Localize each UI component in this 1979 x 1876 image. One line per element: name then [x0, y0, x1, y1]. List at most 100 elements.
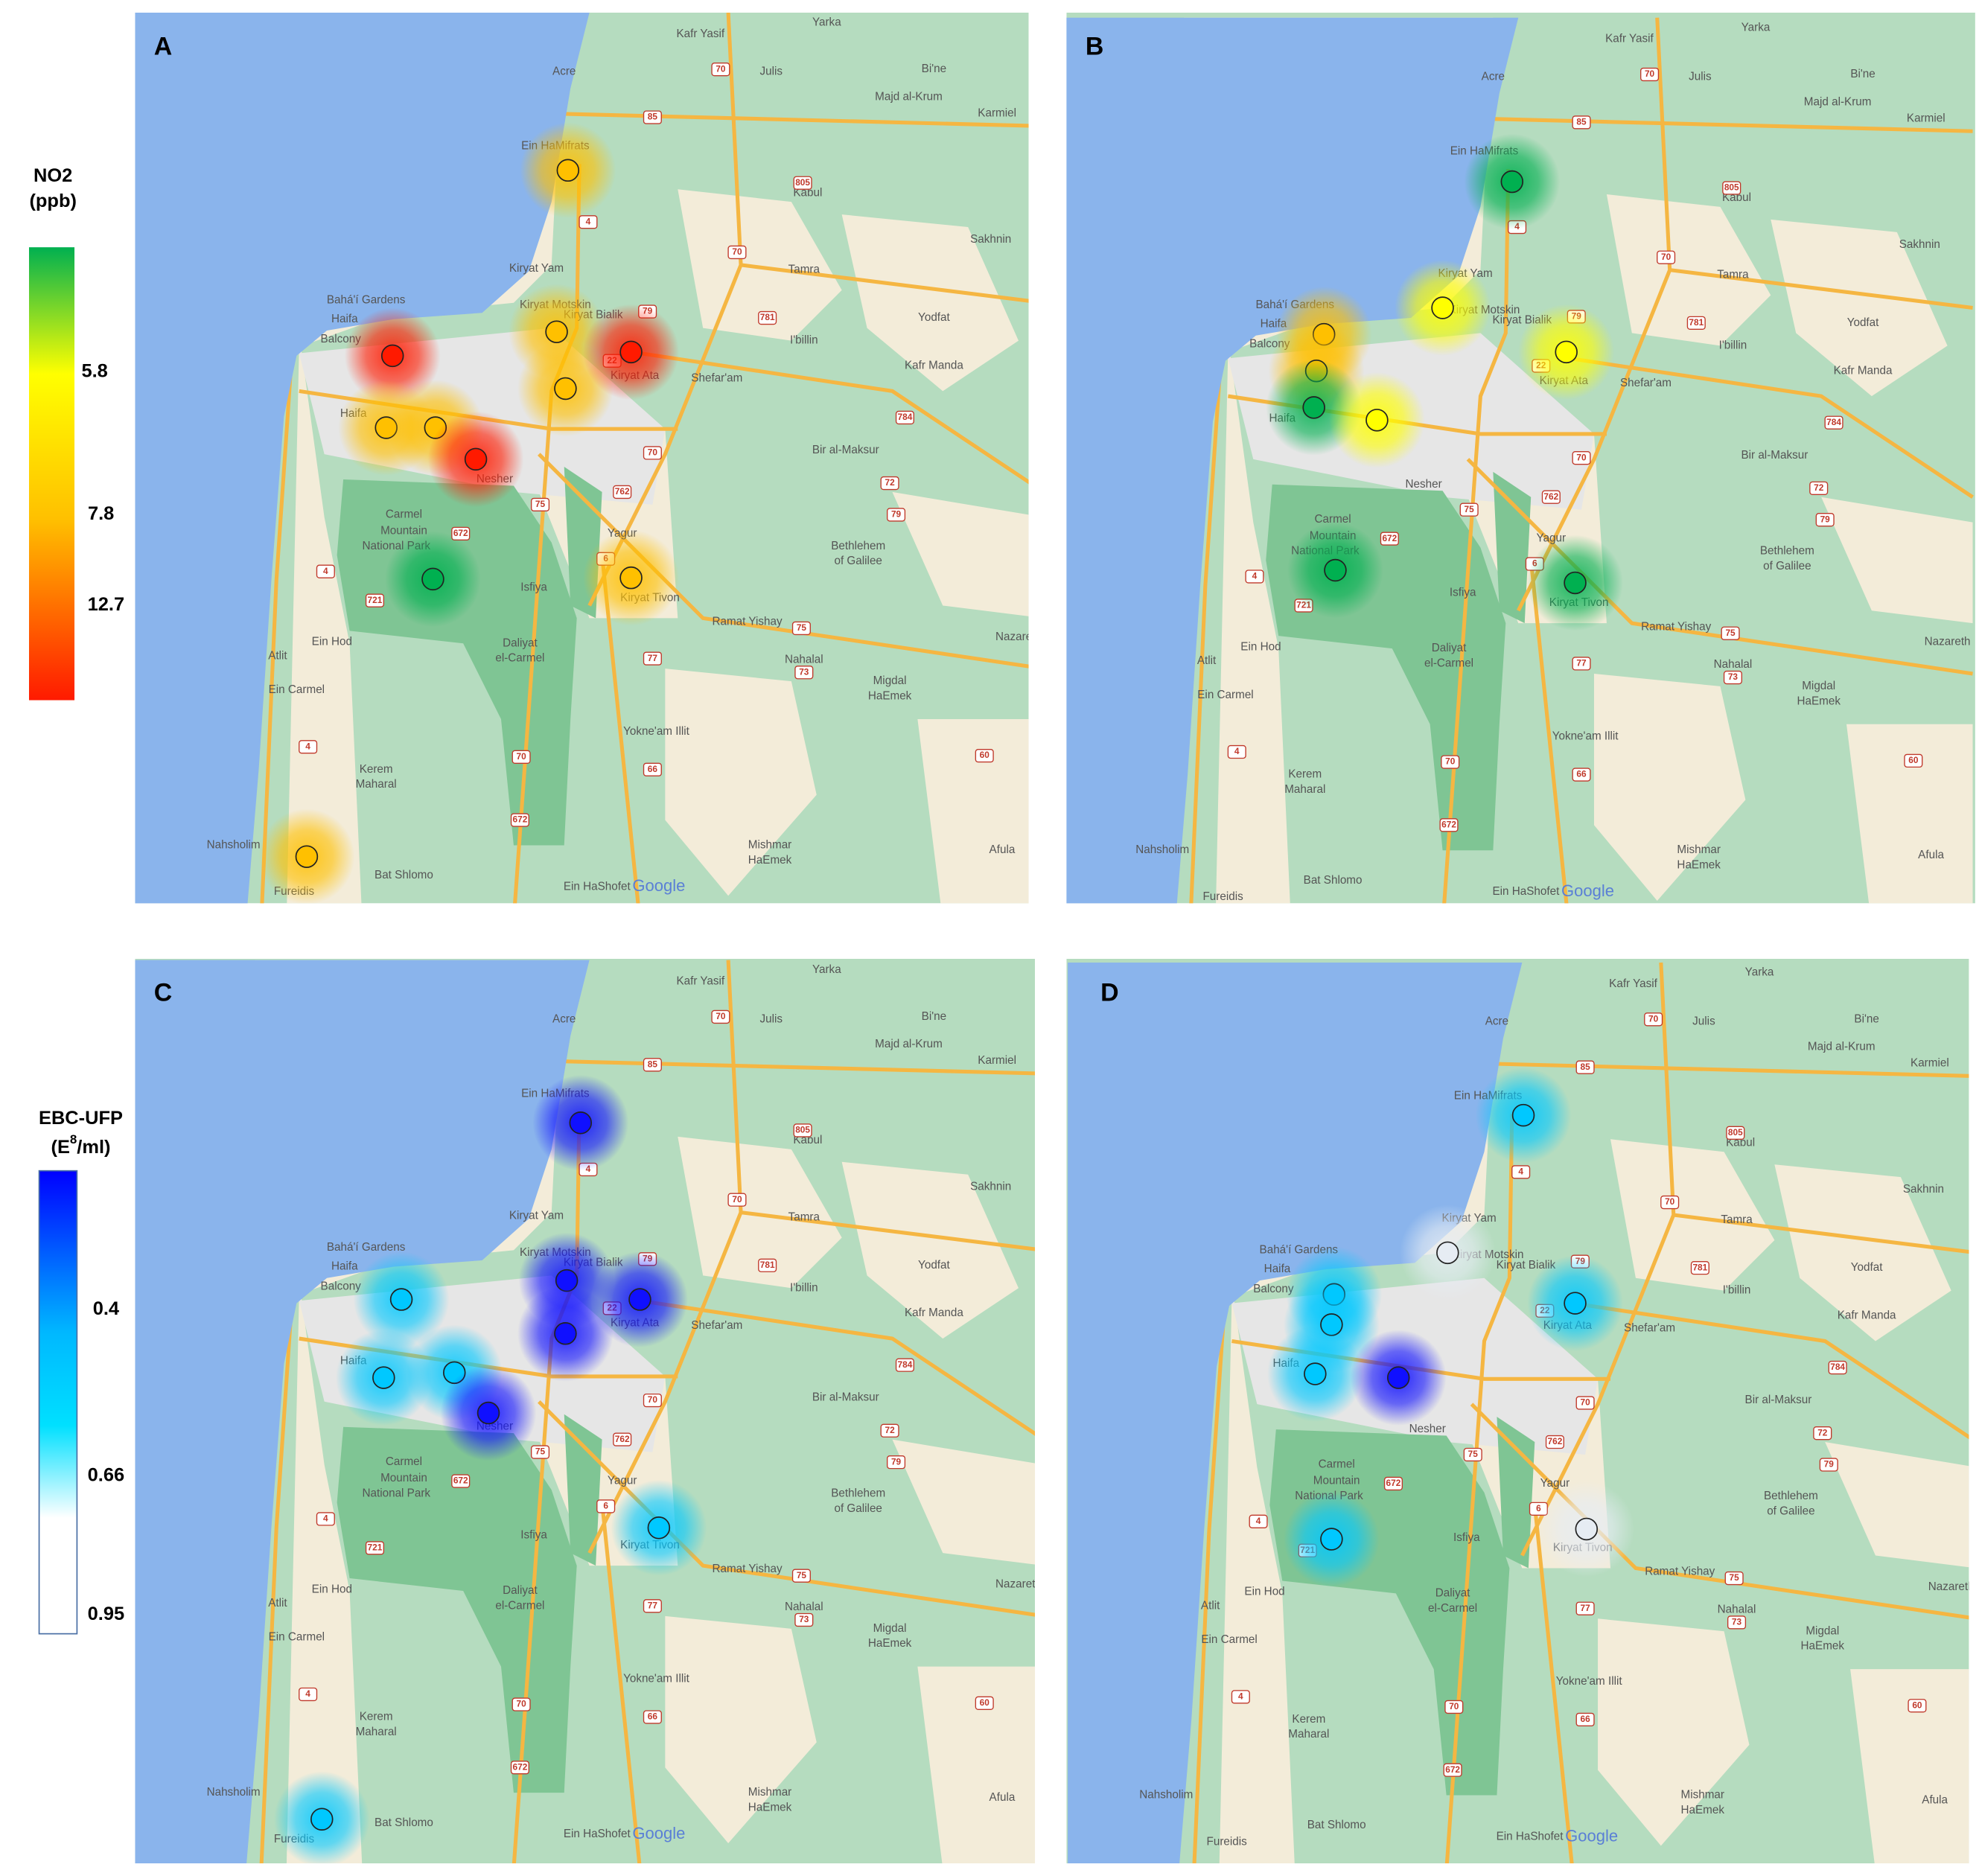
- monitor-site: [1511, 1103, 1535, 1127]
- urban-area: [1821, 497, 1973, 624]
- urban-area: [841, 214, 1019, 392]
- place-label: HaEmek: [1801, 1640, 1845, 1653]
- place-label: Nahalal: [785, 653, 823, 666]
- road-shield: [1541, 490, 1561, 504]
- attribution: Google: [632, 1824, 685, 1842]
- place-label: Bethlehem: [831, 1487, 885, 1500]
- road-number: 75: [535, 499, 546, 509]
- place-label: Carmel: [1319, 1458, 1355, 1471]
- monitor-site: [545, 320, 568, 343]
- place-label: Bi'ne: [922, 63, 946, 75]
- place-label: Mountain: [1313, 1475, 1360, 1487]
- place-label: Nahsholim: [1139, 1789, 1193, 1802]
- urban-area: [678, 189, 842, 341]
- panel-label: C: [154, 978, 172, 1006]
- road-number: 70: [1645, 68, 1655, 79]
- place-label: Ramat Yishay: [1645, 1566, 1715, 1578]
- place-label: Acre: [1482, 70, 1505, 83]
- road: [1466, 458, 1973, 676]
- urban-area: [665, 669, 817, 896]
- road-shield: [1660, 1195, 1680, 1210]
- place-label: Shefar'am: [1624, 1322, 1675, 1335]
- place-label: Yokne'am Illit: [623, 1673, 690, 1685]
- place-label: Acre: [552, 1012, 576, 1025]
- road-number: 60: [980, 1697, 990, 1708]
- urban-area: [1610, 1139, 1775, 1291]
- road: [1529, 560, 1569, 904]
- place-label: Kafr Yasif: [676, 28, 724, 40]
- urban-area: [1825, 1442, 1969, 1568]
- road: [259, 1288, 295, 1864]
- place-label: Yodfat: [1851, 1261, 1883, 1274]
- road-number: 75: [1725, 628, 1736, 638]
- urban-area: [1593, 673, 1746, 902]
- road-number: 66: [648, 764, 658, 774]
- road-shield: [1815, 513, 1835, 527]
- road-shield: [596, 1499, 616, 1513]
- road: [1444, 1114, 1514, 1864]
- place-label: Julis: [759, 66, 783, 78]
- road-shield: [1459, 502, 1479, 517]
- place-label: I'billin: [790, 1281, 818, 1294]
- road-shield: [512, 1697, 531, 1711]
- place-label: Kafr Manda: [1838, 1309, 1896, 1322]
- place-label: Atlit: [268, 1597, 287, 1609]
- road-number: 75: [1465, 504, 1475, 514]
- attribution: Google: [1565, 1826, 1618, 1845]
- road: [1669, 268, 1973, 310]
- road-number: 4: [1234, 746, 1240, 756]
- place-label: Sakhnin: [970, 1181, 1011, 1193]
- road-number: 72: [1814, 482, 1824, 493]
- place-label: Bir al-Maksur: [812, 1391, 879, 1404]
- place-label: Ein Hod: [1240, 640, 1281, 653]
- place-label: Yarka: [1745, 966, 1774, 979]
- place-label: Kerem: [1292, 1713, 1325, 1726]
- legend-title: NO2: [34, 165, 72, 186]
- place-label: Afula: [1922, 1793, 1948, 1806]
- sea: [135, 12, 590, 904]
- legend-tick: 0.95: [88, 1604, 124, 1624]
- road-number: 75: [1730, 1572, 1740, 1583]
- road: [640, 351, 1029, 485]
- road-number: 784: [898, 412, 913, 422]
- monitor-site: [556, 159, 580, 182]
- road-shield: [1640, 67, 1660, 82]
- place-label: Yagur: [608, 1475, 637, 1487]
- sea: [1068, 963, 1523, 1864]
- place-label: Bir al-Maksur: [1741, 449, 1808, 462]
- urban-area: [1850, 1669, 1969, 1864]
- road-number: 85: [1576, 117, 1587, 127]
- road-number: 672: [453, 1475, 468, 1486]
- place-label: Nahsholim: [207, 838, 261, 851]
- legend-unit: (ppb): [29, 191, 76, 211]
- road-shield: [299, 740, 318, 754]
- road-shield: [1721, 626, 1740, 640]
- urban-area: [892, 491, 1029, 616]
- place-label: Kiryat Yam: [509, 1210, 564, 1222]
- road-number: 66: [648, 1711, 658, 1722]
- place-label: HaEmek: [1677, 859, 1721, 872]
- road: [1532, 1505, 1574, 1864]
- place-label: Afula: [990, 1791, 1016, 1804]
- road-shield: [643, 651, 662, 666]
- place-label: Yarka: [1741, 21, 1771, 34]
- road-shield: [975, 748, 994, 763]
- road-number: 672: [1382, 533, 1397, 543]
- urban-area: [665, 1615, 817, 1843]
- road-number: 77: [648, 653, 658, 663]
- monitor-site: [464, 447, 488, 471]
- road-shield: [1644, 1012, 1663, 1027]
- place-label: Ein Hod: [1244, 1586, 1284, 1598]
- monitor-site: [477, 1401, 500, 1425]
- road-shield: [887, 508, 906, 522]
- road-shield: [1444, 1700, 1464, 1714]
- legend-title: EBC-UFP: [39, 1108, 123, 1129]
- map-panel: Kafr Yasif Yarka Julis Acre Bi'ne Majd al-Kru…: [1066, 958, 1969, 1864]
- road-shield: [793, 176, 812, 190]
- road-shield: [316, 1512, 335, 1526]
- legend-tick: 7.8: [88, 503, 114, 524]
- place-label: Daliyat: [503, 1584, 538, 1597]
- road: [1673, 1213, 1969, 1254]
- monitor-site: [1304, 1362, 1327, 1385]
- place-label: Shefar'am: [691, 371, 742, 384]
